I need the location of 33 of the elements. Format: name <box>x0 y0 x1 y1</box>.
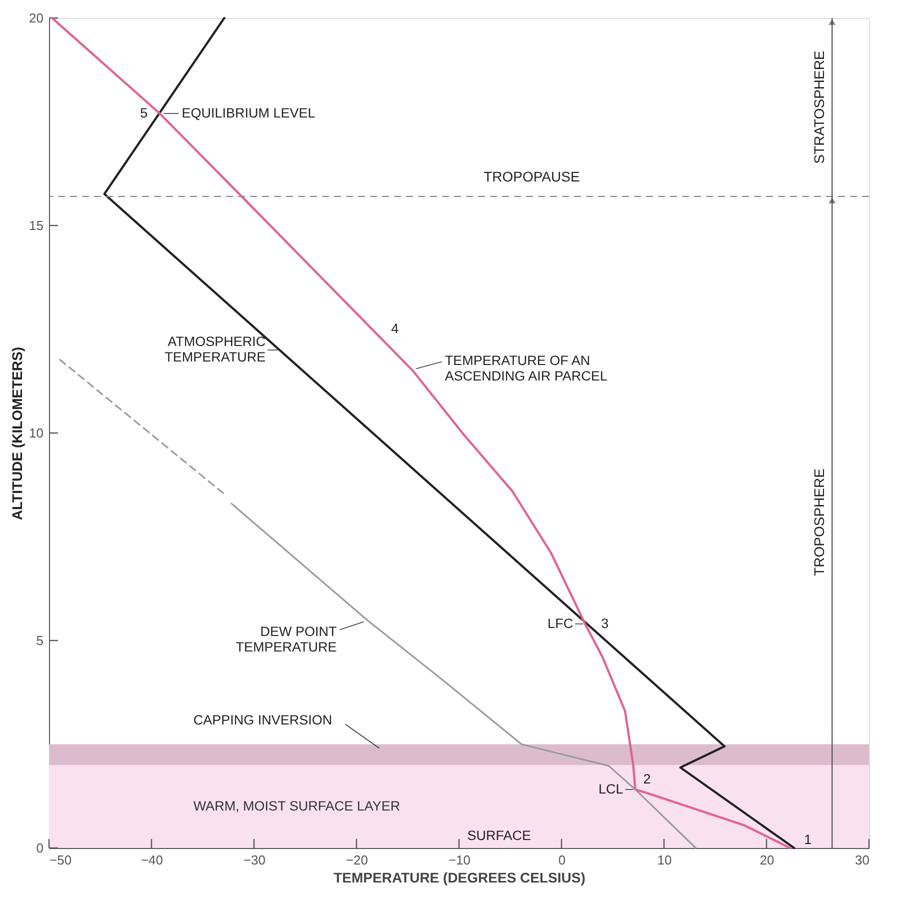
x-tick-label: −50 <box>50 852 72 868</box>
annotation: LFC <box>548 616 574 631</box>
x-tick-label: −40 <box>140 852 164 868</box>
x-tick-label: 0 <box>558 852 566 868</box>
x-tick-label: −20 <box>346 852 368 868</box>
annotation: DEW POINT TEMPERATURE <box>236 624 337 654</box>
annotation: 5 <box>140 105 148 120</box>
x-tick-label: −30 <box>243 852 266 868</box>
annotation: ATMOSPHERIC TEMPERATURE <box>164 334 266 364</box>
annotation: 1 <box>804 832 812 847</box>
annotation: 3 <box>601 616 609 631</box>
y-tick-label: 5 <box>36 633 44 648</box>
annotation: 2 <box>643 771 651 786</box>
annotation: TROPOSPHERE <box>811 468 828 576</box>
annotation: STRATOSPHERE <box>811 50 828 164</box>
x-tick-label: 10 <box>657 852 672 868</box>
annotation: 4 <box>391 320 400 336</box>
annotation: EQUILIBRIUM LEVEL <box>182 105 316 120</box>
y-tick-label: 0 <box>36 840 44 856</box>
annotation: LCL <box>598 781 624 796</box>
y-tick-label: 15 <box>29 218 44 233</box>
x-tick-label: −10 <box>448 852 471 868</box>
x-axis-title: TEMPERATURE (DEGREES CELSIUS) <box>334 870 586 886</box>
y-axis-title: ALTITUDE (KILOMETERS) <box>9 346 26 520</box>
x-tick-label: 30 <box>855 852 870 868</box>
annotation: SURFACE <box>467 828 531 843</box>
y-tick-label: 20 <box>29 10 44 26</box>
band-label: CAPPING INVERSION <box>193 712 332 728</box>
x-tick-label: 20 <box>760 852 774 868</box>
band-label: WARM, MOIST SURFACE LAYER <box>193 798 400 814</box>
ref-line-label: TROPOPAUSE <box>484 168 580 184</box>
y-tick-label: 10 <box>29 426 44 440</box>
annotation: TEMPERATURE OF AN ASCENDING AIR PARCEL <box>444 352 608 384</box>
